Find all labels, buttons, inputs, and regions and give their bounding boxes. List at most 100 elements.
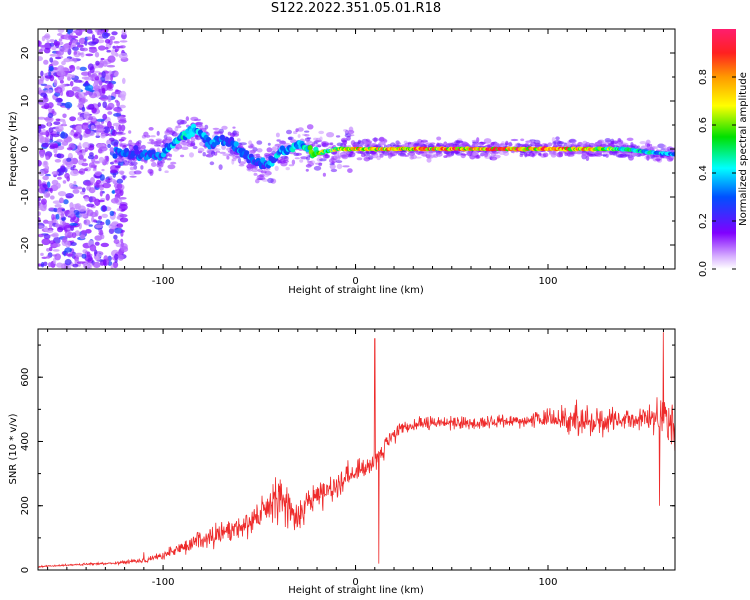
y-tick-label: 600 <box>20 368 31 387</box>
spectrogram-cell <box>89 244 97 252</box>
spectrogram-cell <box>52 249 60 252</box>
spectrogram-cell <box>189 131 195 137</box>
spectrogram-cell <box>288 164 295 167</box>
spectrogram-cell <box>87 41 97 46</box>
spectrogram-cell <box>51 171 60 176</box>
spectrogram-cell <box>64 172 70 179</box>
spectrogram-cell <box>215 150 221 153</box>
spectrogram-cell <box>88 187 96 194</box>
spectrogram-cell <box>167 164 176 170</box>
spectrogram-cell <box>115 125 119 131</box>
figure-title: S122.2022.351.05.01.R18 <box>270 1 442 16</box>
spectrogram-cell <box>41 143 50 148</box>
spectrogram-cell <box>41 36 46 42</box>
spectrogram-cell <box>105 47 109 50</box>
spectrogram-cell <box>101 87 106 94</box>
spectrogram-cell <box>498 150 506 155</box>
spectrogram-cell <box>59 48 64 56</box>
spectrogram-cell <box>72 263 79 268</box>
spectrogram-cell <box>41 105 50 109</box>
spectrogram-cell <box>52 242 61 248</box>
spectrogram-cell <box>94 29 99 33</box>
snr-x-label: Height of straight line (km) <box>288 585 424 596</box>
spectrogram-cell <box>253 172 258 176</box>
spectrogram-cell <box>81 187 86 193</box>
spectrogram-cell <box>263 173 270 178</box>
spectrogram-cell <box>501 141 505 146</box>
spectrogram-cell <box>594 151 602 156</box>
spectrogram-cell <box>70 166 75 171</box>
spectrogram-cell <box>113 239 120 245</box>
spectrogram-cell <box>66 166 71 170</box>
spectrogram-cell <box>211 150 215 156</box>
spectrogram-cell <box>93 70 101 74</box>
spectrogram-cell <box>94 171 103 177</box>
spectrogram-cell <box>48 71 52 77</box>
spectrogram-cell <box>63 210 71 215</box>
spectrogram-cell <box>91 48 96 54</box>
spectrogram-cell <box>94 224 104 229</box>
spectrogram-cell <box>276 139 281 142</box>
spectrogram-cell <box>520 138 525 142</box>
spectrogram-cell <box>73 209 80 216</box>
spectrogram-cell <box>271 146 278 152</box>
spectrogram-cell <box>166 127 173 133</box>
spectrogram-cell <box>156 130 160 136</box>
spectrogram-cell <box>623 144 627 148</box>
spectrogram-cell <box>279 145 285 151</box>
spectrogram-y-label: Frequency (Hz) <box>8 111 19 187</box>
spectrogram-cell <box>83 219 91 226</box>
spectrogram-cell <box>49 53 58 57</box>
spectrogram-cell <box>109 175 113 179</box>
spectrogram-cell <box>306 137 312 140</box>
spectrogram-cell <box>129 175 137 178</box>
spectrogram-cell <box>286 129 292 135</box>
spectrogram-cell <box>77 261 82 264</box>
spectrogram-cell <box>111 31 118 36</box>
spectrogram-cell <box>639 141 647 145</box>
spectrogram-cell <box>415 156 422 159</box>
spectrogram-cell <box>435 151 443 157</box>
spectrogram-cell <box>59 132 68 139</box>
spectrogram-cell <box>115 165 121 169</box>
spectrogram-cell <box>119 90 127 98</box>
spectrogram-cell <box>100 242 110 248</box>
spectrogram-cell <box>254 178 260 184</box>
spectrogram-cell <box>80 51 85 58</box>
spectrogram-cell <box>109 147 115 153</box>
spectrogram-cell <box>226 155 230 160</box>
colorbar-tick-label: 0.2 <box>698 213 709 229</box>
spectrogram-cell <box>474 155 480 159</box>
spectrogram-cell <box>62 120 66 126</box>
spectrogram-cell <box>45 89 53 94</box>
spectrogram-cell <box>114 227 123 234</box>
spectrogram-cell <box>267 177 274 184</box>
spectrogram-cell <box>69 131 75 136</box>
spectrogram-cell <box>48 262 52 268</box>
spectrogram-cell <box>379 153 384 158</box>
spectrogram-cell <box>84 84 94 92</box>
spectrogram-cell <box>257 168 264 173</box>
spectrogram-cell <box>662 144 667 150</box>
spectrogram-cell <box>44 33 51 40</box>
spectrogram-cell <box>77 101 84 109</box>
spectrogram-cell <box>426 153 432 159</box>
spectrogram-cell <box>315 137 321 143</box>
spectrogram-y-axis: -20 -10 0 10 20 <box>20 28 675 270</box>
spectrogram-cell <box>293 152 300 157</box>
spectrogram-cell <box>49 195 55 200</box>
spectrogram-cell <box>594 141 601 147</box>
spectrogram-cell <box>62 113 67 119</box>
spectrogram-cell <box>119 104 126 109</box>
spectrogram-cell <box>106 64 116 68</box>
spectrogram-cell <box>82 141 90 149</box>
spectrogram-cell <box>404 154 409 157</box>
spectrogram-cell <box>462 142 469 147</box>
spectrogram-cell <box>319 158 327 162</box>
spectrogram-cell <box>45 155 49 161</box>
spectrogram-cell <box>96 253 102 258</box>
spectrogram-cell <box>55 182 61 189</box>
spectrogram-cell <box>97 128 106 132</box>
spectrogram-cell <box>204 124 209 130</box>
spectrogram-cell <box>116 178 124 184</box>
